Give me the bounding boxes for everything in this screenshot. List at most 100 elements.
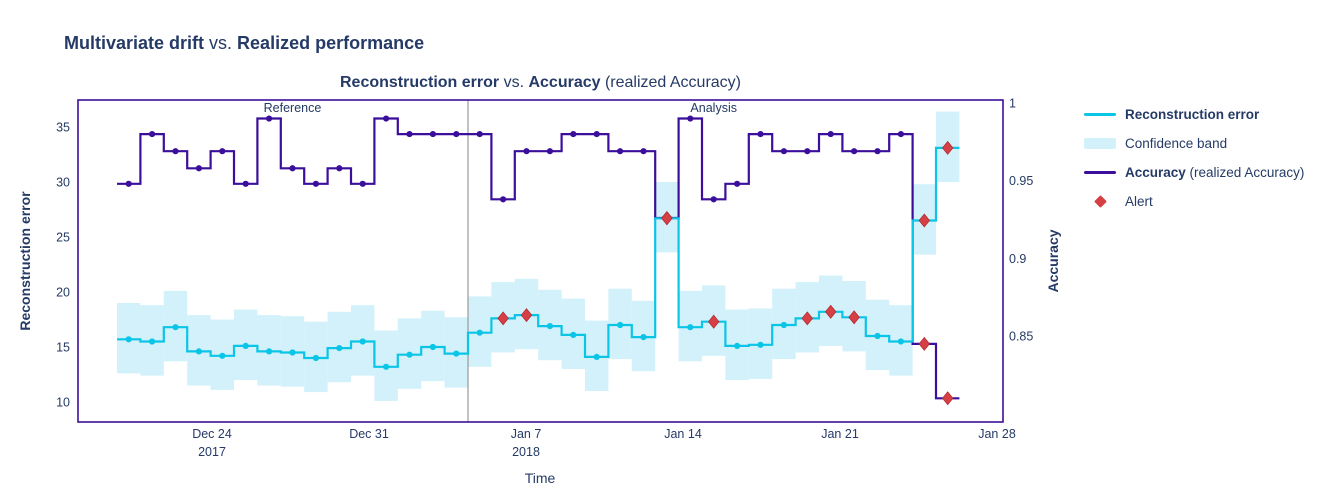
reconstruction-error-point[interactable] [359, 338, 366, 345]
chart-title-suffix: (realized Accuracy) [600, 74, 742, 91]
figure-title-performance: Realized performance [237, 33, 425, 53]
y-axis-left-tick-label: 35 [56, 121, 70, 135]
legend-label-accuracy: Accuracy [1125, 164, 1186, 180]
reconstruction-error-point[interactable] [897, 338, 905, 345]
legend-item-reconstruction-error[interactable]: Reconstruction error [1084, 104, 1304, 124]
accuracy-point[interactable] [780, 148, 788, 155]
accuracy-point[interactable] [359, 180, 366, 187]
accuracy-point[interactable] [195, 165, 202, 172]
reconstruction-error-point[interactable] [195, 348, 202, 355]
y-axis-right-tick-label: 0.95 [1009, 174, 1033, 188]
y-axis-left-tick-label: 30 [56, 176, 70, 190]
legend-item-accuracy[interactable]: Accuracy (realized Accuracy) [1084, 162, 1304, 182]
x-axis-tick-label: Jan 21 [821, 427, 859, 441]
reconstruction-error-point[interactable] [570, 331, 577, 338]
accuracy-point[interactable] [546, 148, 554, 155]
reconstruction-error-point[interactable] [289, 349, 296, 356]
y-axis-right-tick-label: 0.9 [1009, 252, 1026, 266]
confidence-band-swatch [1084, 137, 1116, 149]
y-axis-right-tick-label: 1 [1009, 97, 1016, 111]
chart-title-part1: Reconstruction error [339, 74, 500, 91]
y-axis-left-tick-label: 15 [56, 341, 70, 355]
legend-item-alert[interactable]: Alert [1084, 191, 1304, 211]
accuracy-point[interactable] [640, 148, 647, 155]
legend-item-confidence-band[interactable]: Confidence band [1084, 133, 1304, 153]
accuracy-point[interactable] [383, 115, 390, 122]
reference-period-label: Reference [264, 101, 322, 115]
analysis-period-label: Analysis [690, 101, 737, 115]
alert-diamond-marker[interactable] [941, 391, 954, 406]
accuracy-point[interactable] [266, 115, 273, 122]
legend-label-accuracy-suffix: (realized Accuracy) [1185, 164, 1305, 180]
accuracy-point[interactable] [710, 196, 717, 203]
x-axis-tick-sublabel: 2018 [512, 445, 540, 459]
accuracy-point[interactable] [523, 148, 530, 155]
accuracy-point[interactable] [687, 115, 694, 122]
reconstruction-error-point[interactable] [429, 343, 436, 351]
accuracy-point[interactable] [242, 180, 249, 187]
accuracy-point[interactable] [617, 148, 624, 155]
accuracy-point[interactable] [593, 130, 600, 138]
accuracy-point[interactable] [289, 165, 296, 172]
x-axis-title: Time [525, 470, 556, 486]
chart-title: Reconstruction error vs. Accuracy (reali… [78, 74, 1003, 92]
chart-title-part2: Accuracy [528, 74, 601, 91]
reconstruction-error-point[interactable] [874, 332, 881, 340]
accuracy-point[interactable] [219, 148, 226, 155]
accuracy-point[interactable] [570, 130, 577, 138]
alert-diamond-marker[interactable] [918, 336, 931, 351]
accuracy-point[interactable] [149, 130, 156, 138]
accuracy-point[interactable] [453, 130, 460, 138]
reconstruction-error-point[interactable] [125, 336, 132, 343]
reconstruction-error-point[interactable] [734, 342, 741, 349]
accuracy-point[interactable] [827, 130, 834, 138]
accuracy-point[interactable] [406, 130, 413, 138]
legend-label-confidence-band: Confidence band [1125, 135, 1228, 151]
reconstruction-error-point[interactable] [476, 329, 483, 336]
reconstruction-error-point[interactable] [780, 321, 788, 329]
x-axis-tick-label: Dec 31 [349, 427, 389, 441]
reconstruction-error-point[interactable] [546, 323, 554, 330]
reconstruction-error-point[interactable] [383, 363, 390, 370]
y-axis-left-tick-label: 20 [56, 286, 70, 300]
reconstruction-error-point[interactable] [149, 338, 156, 345]
accuracy-point[interactable] [125, 180, 132, 187]
accuracy-point[interactable] [429, 130, 436, 138]
reconstruction-error-point[interactable] [406, 351, 413, 358]
accuracy-point[interactable] [757, 130, 764, 138]
accuracy-point[interactable] [804, 148, 811, 155]
reconstruction-error-point[interactable] [219, 352, 226, 359]
reconstruction-error-point[interactable] [687, 324, 694, 331]
reconstruction-error-point[interactable] [757, 341, 764, 348]
accuracy-point[interactable] [476, 130, 483, 138]
alert-diamond-swatch [1084, 194, 1116, 208]
x-axis-tick-sublabel: 2017 [198, 445, 226, 459]
reconstruction-error-point[interactable] [336, 345, 343, 352]
legend: Reconstruction error Confidence band Acc… [1084, 104, 1304, 220]
accuracy-point[interactable] [874, 148, 881, 155]
legend-label-reconstruction-error: Reconstruction error [1125, 106, 1260, 122]
legend-label-alert: Alert [1125, 193, 1153, 209]
reconstruction-error-point[interactable] [617, 321, 624, 329]
accuracy-point[interactable] [336, 165, 343, 172]
accuracy-point[interactable] [172, 148, 179, 155]
chart-plot-svg[interactable]: Reference Analysis 35 30 25 20 15 10 1 0.95 0.9 0.8… [0, 0, 1075, 500]
x-axis-tick-label: Jan 14 [664, 427, 702, 441]
reconstruction-error-point[interactable] [453, 350, 460, 357]
reconstruction-error-point[interactable] [242, 342, 249, 349]
reconstruction-error-point[interactable] [266, 348, 273, 355]
y-axis-right-title: Accuracy [1045, 229, 1061, 292]
accuracy-point[interactable] [897, 130, 905, 138]
reconstruction-error-point[interactable] [593, 353, 600, 360]
reconstruction-error-point[interactable] [640, 334, 647, 341]
reconstruction-error-point[interactable] [312, 354, 319, 362]
y-axis-left-tick-label: 10 [56, 396, 70, 410]
accuracy-point[interactable] [312, 180, 319, 187]
accuracy-point[interactable] [500, 196, 507, 203]
accuracy-point[interactable] [851, 148, 858, 155]
accuracy-point[interactable] [734, 180, 741, 187]
reconstruction-error-point[interactable] [172, 324, 179, 331]
x-axis-tick-label: Jan 7 [511, 427, 542, 441]
x-axis-tick-label: Dec 24 [192, 427, 232, 441]
